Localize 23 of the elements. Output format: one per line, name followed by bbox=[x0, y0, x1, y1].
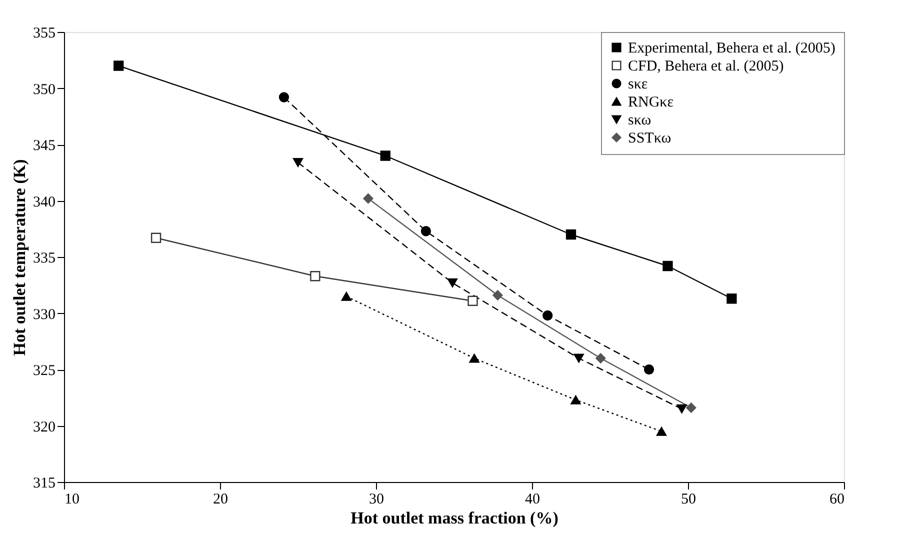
legend-label: RNGκε bbox=[628, 94, 674, 110]
legend-label: SSTκω bbox=[628, 130, 672, 146]
legend-label: sκε bbox=[628, 76, 648, 92]
x-tick-label: 10 bbox=[64, 492, 80, 508]
x-tick-label: 30 bbox=[369, 492, 384, 508]
y-tick-label: 350 bbox=[33, 82, 56, 98]
x-axis-title: Hot outlet mass fraction (%) bbox=[350, 508, 558, 528]
legend-label: Experimental, Behera et al. (2005) bbox=[628, 40, 836, 56]
y-axis-title: Hot outlet temperature (K) bbox=[10, 159, 29, 356]
y-tick-label: 320 bbox=[33, 419, 56, 436]
y-tick-label: 345 bbox=[33, 138, 56, 154]
y-tick-label: 335 bbox=[33, 250, 56, 266]
y-tick-label: 340 bbox=[33, 194, 56, 210]
y-tick-label: 355 bbox=[33, 26, 56, 42]
x-tick-label: 50 bbox=[681, 492, 696, 508]
y-tick-label: 325 bbox=[33, 363, 56, 379]
y-tick-label: 330 bbox=[33, 306, 56, 323]
y-tick-label: 315 bbox=[33, 476, 56, 492]
x-tick-label: 60 bbox=[830, 492, 844, 508]
x-tick-label: 40 bbox=[525, 492, 540, 508]
x-tick-label: 20 bbox=[213, 492, 228, 508]
legend-label: sκω bbox=[628, 112, 652, 128]
legend-label: CFD, Behera et al. (2005) bbox=[628, 58, 784, 74]
